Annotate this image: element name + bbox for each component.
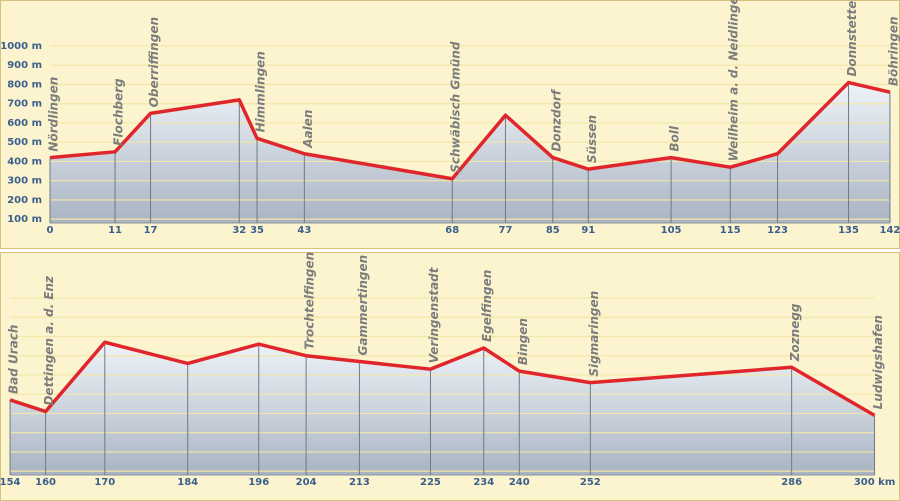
x-tick-label: 300 km <box>854 477 895 488</box>
place-name: Aalen <box>301 110 315 149</box>
x-tick-label: 204 <box>296 477 317 488</box>
x-tick-label: 160 <box>35 477 56 488</box>
place-name: Sigmaringen <box>587 291 601 377</box>
x-tick-label: 225 <box>420 477 441 488</box>
x-tick-label: 240 <box>509 477 530 488</box>
place-name: Ludwigshafen <box>871 315 885 409</box>
x-tick-label: 115 <box>720 225 741 236</box>
y-tick-label: 600 m <box>7 118 42 129</box>
place-name: Boll <box>668 125 682 152</box>
x-tick-label: 286 <box>781 477 802 488</box>
place-name: Egelfingen <box>480 270 494 342</box>
place-name: Nördlingen <box>47 77 61 152</box>
x-tick-label: 11 <box>108 225 122 236</box>
x-tick-label: 123 <box>767 225 788 236</box>
x-tick-label: 105 <box>661 225 682 236</box>
place-name: Donnstetten <box>845 0 859 77</box>
y-tick-label: 500 m <box>7 137 42 148</box>
y-tick-label: 400 m <box>7 156 42 167</box>
x-tick-label: 252 <box>580 477 601 488</box>
x-tick-label: 91 <box>581 225 595 236</box>
x-tick-label: 68 <box>445 225 459 236</box>
area-fill <box>50 82 890 223</box>
x-tick-label: 0 <box>47 225 54 236</box>
x-tick-label: 142 <box>880 225 900 236</box>
x-tick-label: 234 <box>473 477 494 488</box>
y-tick-label: 700 m <box>7 99 42 110</box>
y-tick-label: 200 m <box>7 195 42 206</box>
place-name: Veringenstadt <box>427 266 441 363</box>
place-name: Zoznegg <box>788 303 802 362</box>
place-name: Oberriffingen <box>147 17 161 107</box>
x-tick-label: 196 <box>248 477 269 488</box>
y-tick-label: 1000 m <box>0 41 42 52</box>
place-name: Donzdorf <box>549 88 563 151</box>
place-name: Bad Urach <box>7 325 21 394</box>
x-tick-label: 43 <box>297 225 311 236</box>
place-name: Dettingen a. d. Enz <box>42 275 56 406</box>
x-tick-label: 77 <box>499 225 513 236</box>
place-name: Schwäbisch Gmünd <box>449 41 463 173</box>
x-tick-label: 213 <box>349 477 370 488</box>
y-tick-label: 900 m <box>7 60 42 71</box>
place-name: Süssen <box>585 115 599 163</box>
place-name: Böhringen <box>886 16 900 86</box>
elevation-line <box>49 80 891 181</box>
x-tick-label: 32 <box>232 225 246 236</box>
x-tick-label: 35 <box>250 225 264 236</box>
y-tick-label: 800 m <box>7 79 42 90</box>
x-tick-label: 184 <box>177 477 198 488</box>
place-name: Himmlingen <box>254 51 268 132</box>
y-tick-label: 100 m <box>7 214 42 225</box>
elevation-line <box>9 340 876 417</box>
y-tick-label: 300 m <box>7 176 42 187</box>
x-tick-label: 85 <box>546 225 560 236</box>
place-name: Trochtelfingen <box>303 252 317 350</box>
x-tick-label: 135 <box>838 225 859 236</box>
place-name: Flochberg <box>112 78 126 146</box>
place-name: Gammertingen <box>356 255 370 356</box>
x-tick-label: 170 <box>94 477 115 488</box>
x-tick-label: 17 <box>144 225 158 236</box>
place-name: Weilheim a. d. Neidlingen <box>727 0 741 161</box>
place-name: Bingen <box>516 318 530 365</box>
x-tick-label: 154 <box>0 477 21 488</box>
